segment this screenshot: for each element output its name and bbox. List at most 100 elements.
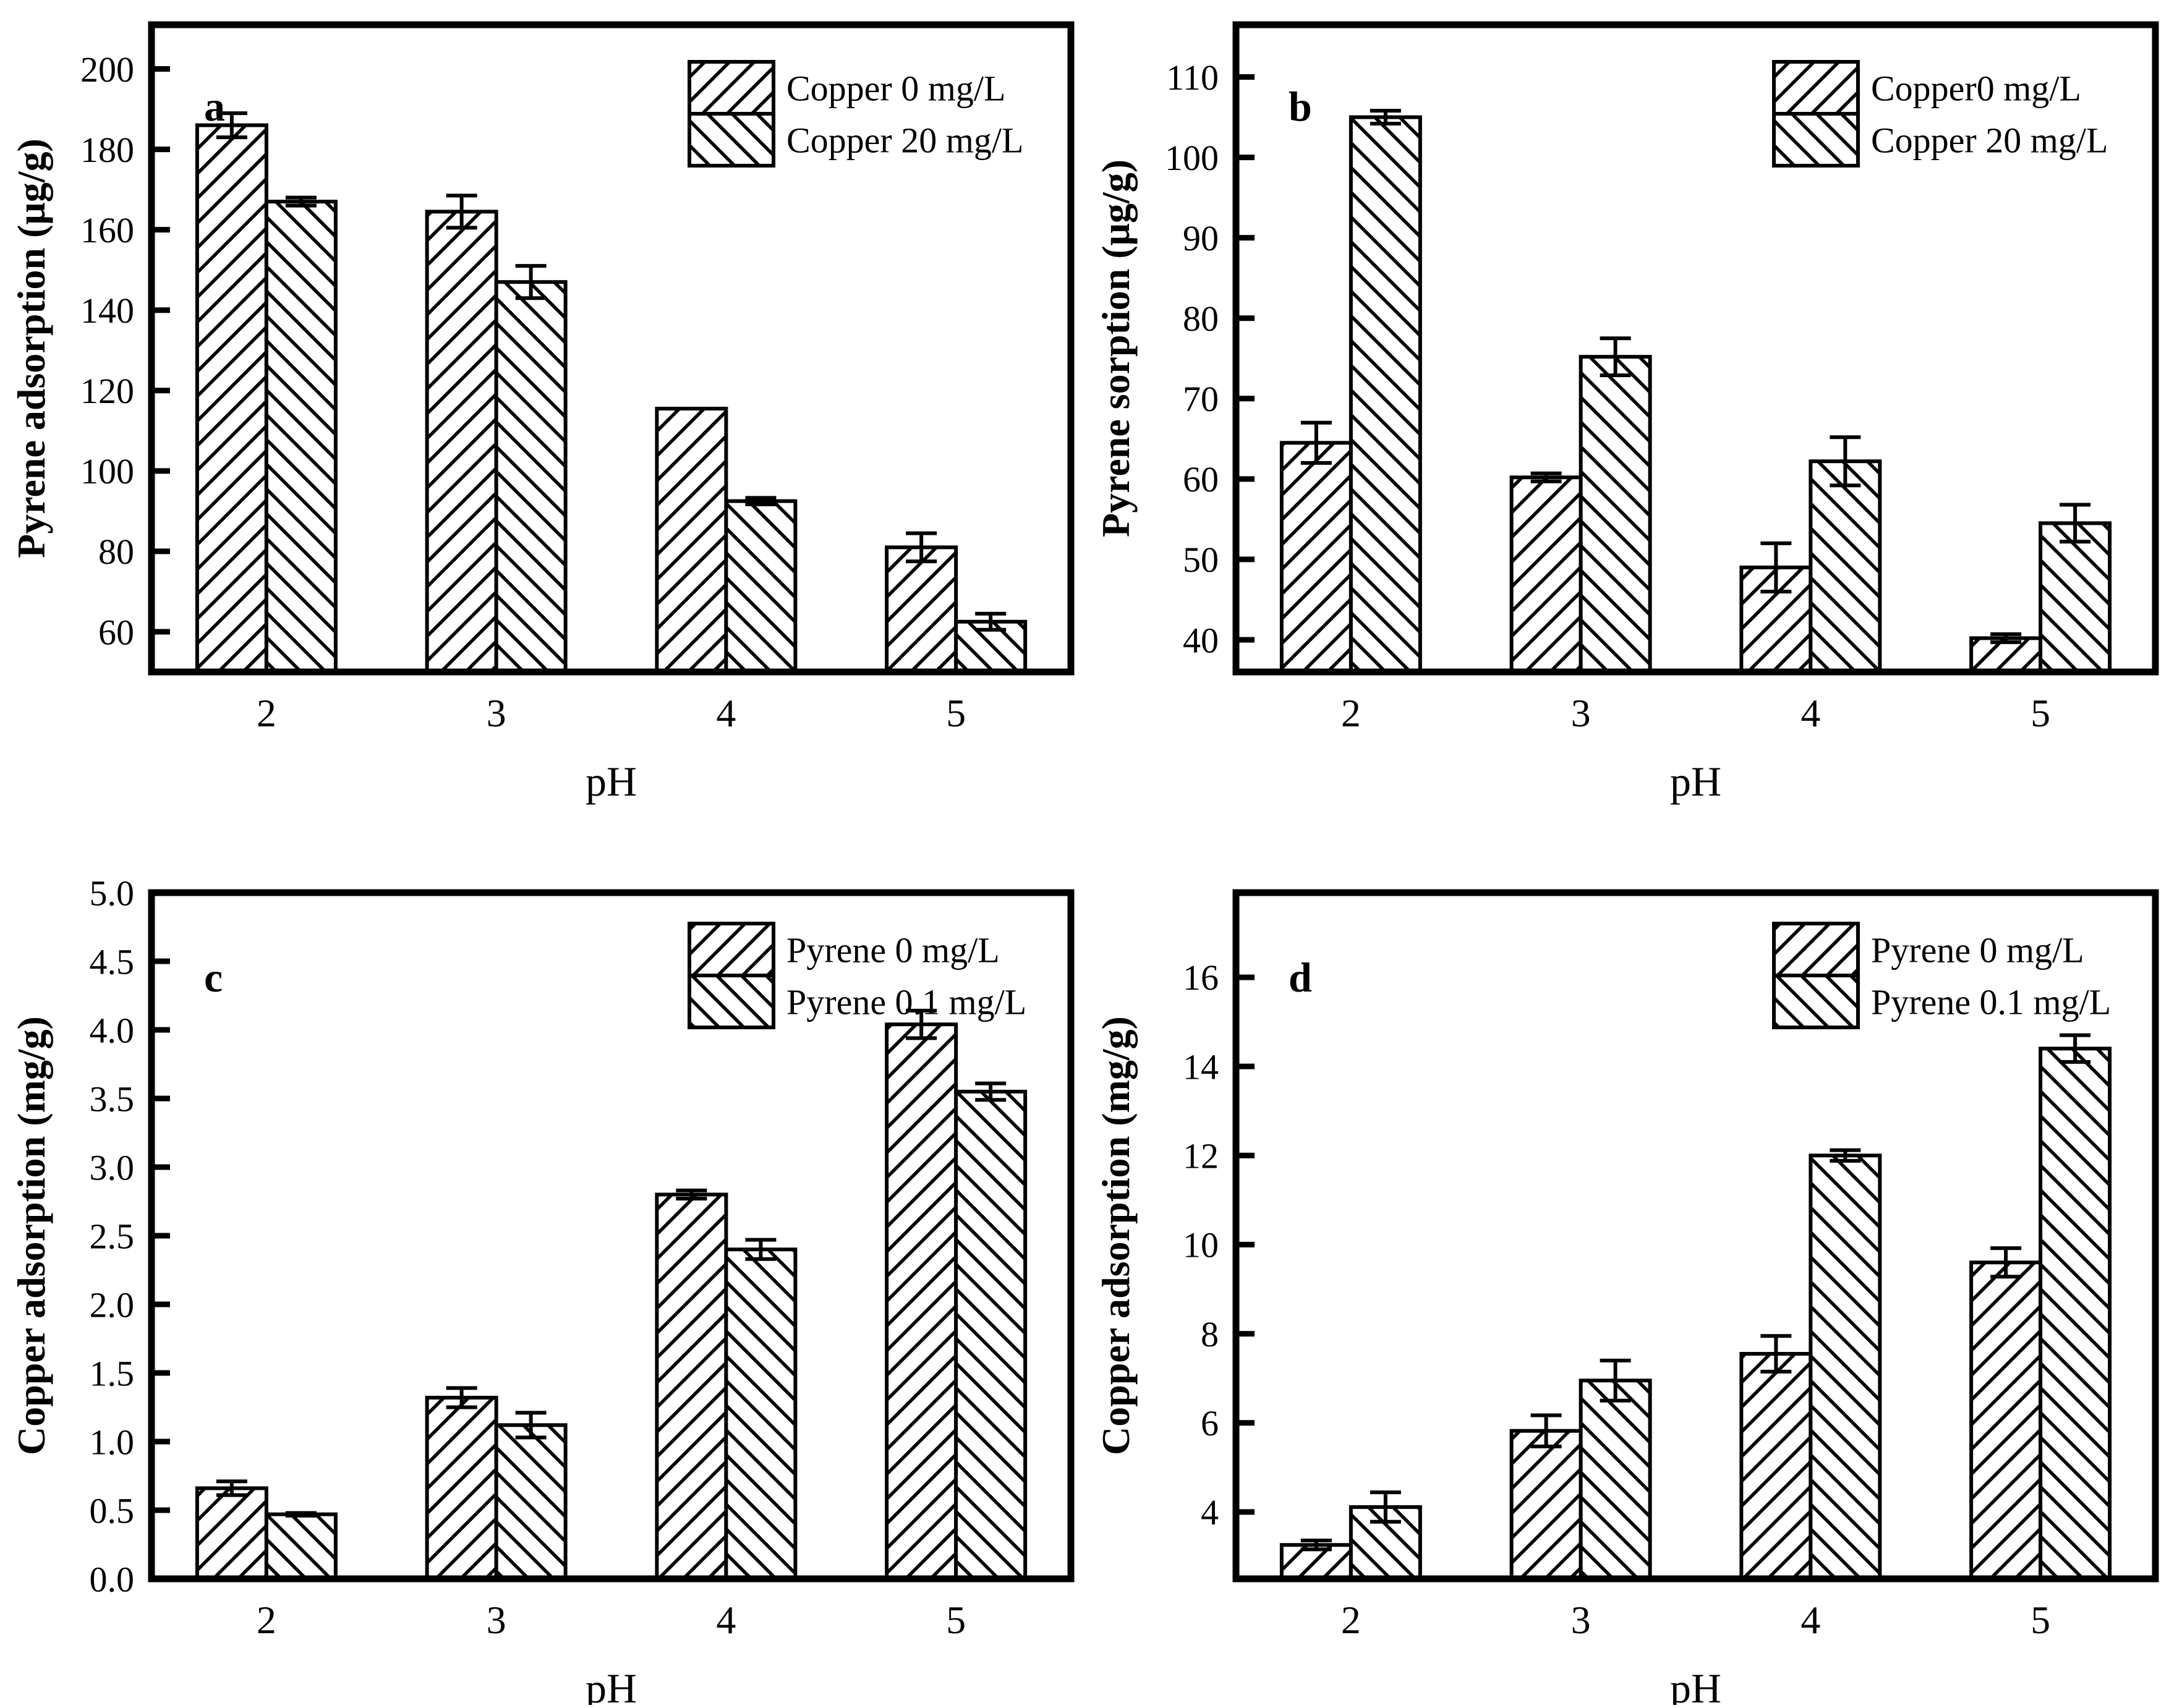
- y-tick-label: 50: [1183, 540, 1219, 580]
- error-bar-ph2-series1: [1300, 1539, 1332, 1552]
- y-tick-label: 14: [1183, 1047, 1219, 1087]
- error-bar-ph3-series1: [1530, 1413, 1562, 1448]
- legend-swatch-forward-diagonal: [688, 922, 775, 977]
- bar-ph4-series2: [724, 499, 798, 674]
- x-axis-title: pH: [586, 758, 637, 805]
- error-bar-ph3-series2: [515, 1411, 547, 1440]
- y-tick-label: 200: [80, 49, 134, 90]
- bar-ph3-series1: [425, 210, 498, 674]
- y-tick-label: 90: [1183, 218, 1219, 258]
- legend: Pyrene 0 mg/L Pyrene 0.1 mg/L: [688, 922, 1026, 1029]
- x-tick-label: 5: [946, 691, 966, 735]
- error-bar-ph3-series1: [446, 193, 477, 230]
- bar-ph3-series2: [494, 1423, 568, 1581]
- x-tick-label: 5: [946, 1598, 966, 1642]
- bar-ph2-series2: [264, 200, 338, 674]
- y-tick-label: 80: [1183, 299, 1219, 339]
- legend-label: Pyrene 0 mg/L: [1871, 930, 2084, 970]
- legend: Copper0 mg/L Copper 20 mg/L: [1772, 60, 2108, 168]
- plot-border: [148, 21, 1075, 676]
- x-tick-label: 4: [1800, 691, 1820, 735]
- bar-ph3-series2: [494, 280, 568, 674]
- error-bar-ph4-series2: [1830, 1148, 1861, 1163]
- legend-swatch-backward-diagonal: [688, 112, 775, 168]
- bar-ph5-series1: [885, 1022, 958, 1581]
- plot-border: [1232, 889, 2159, 1583]
- error-bar-ph2-series1: [1300, 420, 1332, 465]
- x-axis-title: pH: [1670, 758, 1721, 805]
- x-tick-label: 5: [2031, 1598, 2050, 1642]
- x-tick-label: 4: [1800, 1598, 1820, 1642]
- y-tick-label: 2.0: [90, 1285, 135, 1325]
- bar-ph5-series2: [2039, 1047, 2112, 1581]
- legend-swatch-forward-diagonal: [1772, 60, 1860, 116]
- error-bar-ph5-series1: [1990, 1246, 2022, 1279]
- bar-ph5-series2: [954, 1089, 1028, 1581]
- y-tick-label: 10: [1183, 1225, 1219, 1265]
- y-tick-label: 2.5: [90, 1216, 135, 1256]
- x-tick-label: 3: [1571, 1598, 1591, 1642]
- error-bar-ph4-series1: [1760, 541, 1792, 593]
- bar-ph3-series1: [425, 1395, 498, 1581]
- error-bar-ph2-series2: [285, 1511, 317, 1518]
- y-tick-label: 1.0: [90, 1422, 135, 1462]
- legend-label: Pyrene 0 mg/L: [786, 930, 1000, 970]
- x-tick-label: 3: [487, 1598, 506, 1642]
- y-tick-label: 40: [1183, 620, 1219, 660]
- panel-letter: c: [204, 954, 223, 1001]
- error-bar-ph5-series2: [975, 1081, 1007, 1102]
- error-bar-ph3-series2: [1600, 1358, 1631, 1403]
- bar-ph4-series1: [655, 407, 728, 674]
- y-axis-title: Copper adsorption (mg/g): [1094, 1016, 1138, 1455]
- bar-ph4-series2: [1809, 1154, 1882, 1581]
- y-tick-label: 16: [1183, 958, 1219, 998]
- error-bar-ph2-series2: [1370, 109, 1401, 125]
- panel-b: 40 50 60 70 80 90 100 110 2 3 4 5 b pH Pyrene sorption…: [1094, 21, 2159, 805]
- bar-ph2-series1: [1279, 441, 1353, 674]
- error-bar-ph2-series2: [285, 195, 317, 208]
- bar-ph4-series1: [655, 1192, 728, 1581]
- legend-label: Copper 20 mg/L: [786, 120, 1023, 160]
- x-tick-label: 3: [487, 691, 506, 735]
- error-bar-ph5-series2: [975, 611, 1007, 632]
- y-tick-label: 4: [1201, 1492, 1219, 1532]
- error-bar-ph5-series2: [2060, 1033, 2091, 1064]
- x-tick-label: 4: [716, 691, 736, 735]
- legend: Copper 0 mg/L Copper 20 mg/L: [688, 60, 1023, 168]
- y-tick-label: 4.0: [90, 1010, 135, 1050]
- y-tick-label: 110: [1166, 57, 1219, 98]
- x-axis-title: pH: [586, 1665, 637, 1705]
- error-bar-ph5-series1: [906, 531, 937, 564]
- error-bar-ph4-series1: [676, 1188, 707, 1201]
- x-tick-label: 3: [1571, 691, 1591, 735]
- error-bar-ph4-series2: [745, 496, 777, 506]
- x-axis-title: pH: [1670, 1665, 1721, 1705]
- y-tick-label: 60: [98, 612, 134, 652]
- error-bar-ph2-series1: [216, 1479, 247, 1497]
- y-tick-label: 1.5: [90, 1353, 135, 1393]
- y-tick-label: 3.5: [90, 1079, 135, 1119]
- panel-letter: b: [1289, 83, 1312, 130]
- y-axis-title: Copper adsorption (mg/g): [9, 1016, 53, 1455]
- y-tick-label: 120: [80, 371, 134, 411]
- error-bar-ph4-series2: [1830, 435, 1861, 488]
- panel-letter: a: [204, 83, 225, 130]
- y-tick-label: 12: [1183, 1136, 1219, 1176]
- bar-ph3-series2: [1579, 1379, 1652, 1581]
- legend-label: Copper 0 mg/L: [786, 68, 1005, 108]
- bar-ph5-series1: [885, 545, 958, 674]
- y-axis-title: Pyrene adsorption (μg/g): [9, 138, 53, 558]
- x-tick-label: 2: [1341, 691, 1361, 735]
- bar-ph2-series2: [1349, 115, 1422, 674]
- legend-swatch-backward-diagonal: [1772, 112, 1860, 168]
- y-tick-label: 8: [1201, 1314, 1219, 1354]
- y-tick-label: 60: [1183, 459, 1219, 499]
- plot-border: [148, 889, 1075, 1583]
- bar-ph3-series1: [1509, 475, 1583, 674]
- error-bar-ph4-series1: [1760, 1334, 1792, 1374]
- x-tick-label: 5: [2031, 691, 2050, 735]
- x-tick-label: 2: [257, 691, 276, 735]
- plot-border: [1232, 21, 2159, 676]
